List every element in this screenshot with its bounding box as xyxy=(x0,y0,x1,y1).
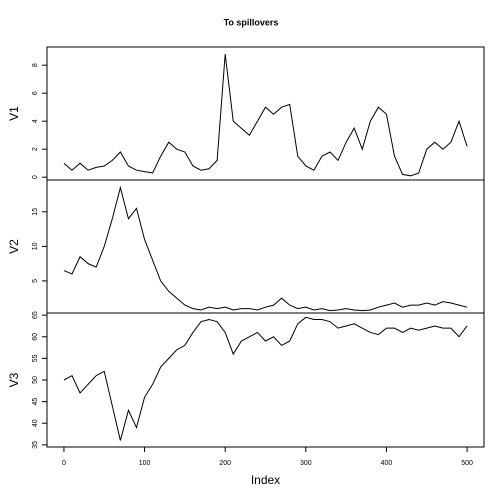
x-axis-label: Index xyxy=(251,473,280,487)
x-tick-label: 300 xyxy=(300,460,312,467)
y-axis-label: V2 xyxy=(7,239,21,254)
y-tick-label: 15 xyxy=(32,208,39,216)
data-line xyxy=(63,316,468,441)
y-tick-label: 4 xyxy=(32,119,39,123)
data-line xyxy=(63,185,468,312)
y-tick-label: 40 xyxy=(32,419,39,427)
y-tick-label: 6 xyxy=(32,91,39,95)
panel-frame xyxy=(46,312,485,448)
x-tick-label: 400 xyxy=(381,460,393,467)
y-axis-label: V1 xyxy=(7,106,21,121)
x-tick-label: 200 xyxy=(219,460,231,467)
y-tick-label: 0 xyxy=(32,175,39,179)
y-tick-label: 10 xyxy=(32,242,39,250)
y-tick-label: 65 xyxy=(32,311,39,319)
y-tick-label: 50 xyxy=(32,376,39,384)
x-tick-label: 0 xyxy=(62,460,66,467)
y-tick-label: 8 xyxy=(32,63,39,67)
y-tick-label: 2 xyxy=(32,147,39,151)
data-line xyxy=(63,53,468,177)
panel-frame xyxy=(46,179,485,314)
y-tick-label: 60 xyxy=(32,333,39,341)
y-tick-label: 5 xyxy=(32,279,39,283)
y-tick-label: 55 xyxy=(32,354,39,362)
y-tick-label: 45 xyxy=(32,398,39,406)
chart-title: To spillovers xyxy=(224,17,279,27)
y-axis-label: V3 xyxy=(7,372,21,387)
x-tick-label: 100 xyxy=(139,460,151,467)
y-tick-label: 35 xyxy=(32,441,39,449)
x-tick-label: 500 xyxy=(461,460,473,467)
